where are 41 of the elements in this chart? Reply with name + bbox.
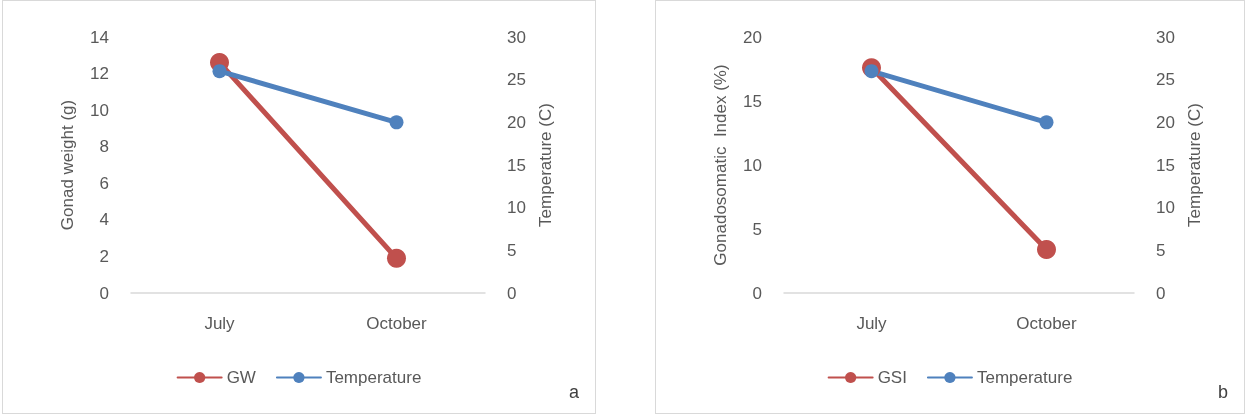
y2-tick-label: 0 — [1156, 283, 1166, 303]
y-tick-label: 15 — [743, 91, 762, 111]
y2-tick-label: 15 — [1156, 155, 1175, 175]
legend-label: Temperature — [976, 368, 1073, 387]
x-tick-label: July — [204, 314, 236, 333]
text: b — [1217, 382, 1228, 403]
legend-label: GW — [226, 368, 256, 387]
y-tick-label: 10 — [743, 155, 762, 175]
y-tick-label: 2 — [99, 246, 109, 266]
y-tick-label: 6 — [99, 173, 109, 193]
y-axis-title: Gonad weight (g) — [58, 99, 77, 231]
y2-tick-label: 20 — [1156, 112, 1175, 132]
y2-axis-title: Temperature (C) — [1184, 103, 1204, 227]
text: a — [568, 382, 579, 403]
y-tick-label: 20 — [743, 27, 762, 47]
y-tick-label: 12 — [90, 64, 109, 84]
x-tick-label: October — [1016, 314, 1078, 333]
y2-tick-label: 25 — [1156, 70, 1175, 90]
y2-tick-label: 10 — [1156, 198, 1175, 218]
y2-tick-label: 10 — [507, 198, 526, 218]
y-tick-label: 8 — [99, 137, 109, 157]
y-tick-label: 0 — [752, 283, 762, 303]
y-tick-label: 0 — [99, 283, 109, 303]
x-tick-label: July — [856, 314, 888, 333]
y2-tick-label: 0 — [507, 283, 517, 303]
x-tick-label: October — [366, 314, 428, 333]
y2-tick-label: 15 — [507, 155, 526, 175]
y2-tick-label: 25 — [507, 70, 526, 90]
legend-label: GSI — [877, 368, 907, 387]
y-axis-title: Gonadosomatic Index (%) — [711, 64, 730, 266]
y2-tick-label: 30 — [507, 27, 526, 47]
y2-tick-label: 30 — [1156, 27, 1175, 47]
y-tick-label: 5 — [752, 219, 762, 239]
y-tick-label: 10 — [90, 100, 109, 120]
y2-tick-label: 20 — [507, 112, 526, 132]
y2-axis-title: Temperature (C) — [535, 103, 555, 227]
y2-tick-label: 5 — [1156, 240, 1166, 260]
y-tick-label: 4 — [99, 210, 109, 230]
legend-label: Temperature — [325, 368, 422, 387]
y2-tick-label: 5 — [507, 240, 517, 260]
y-tick-label: 14 — [90, 27, 109, 47]
